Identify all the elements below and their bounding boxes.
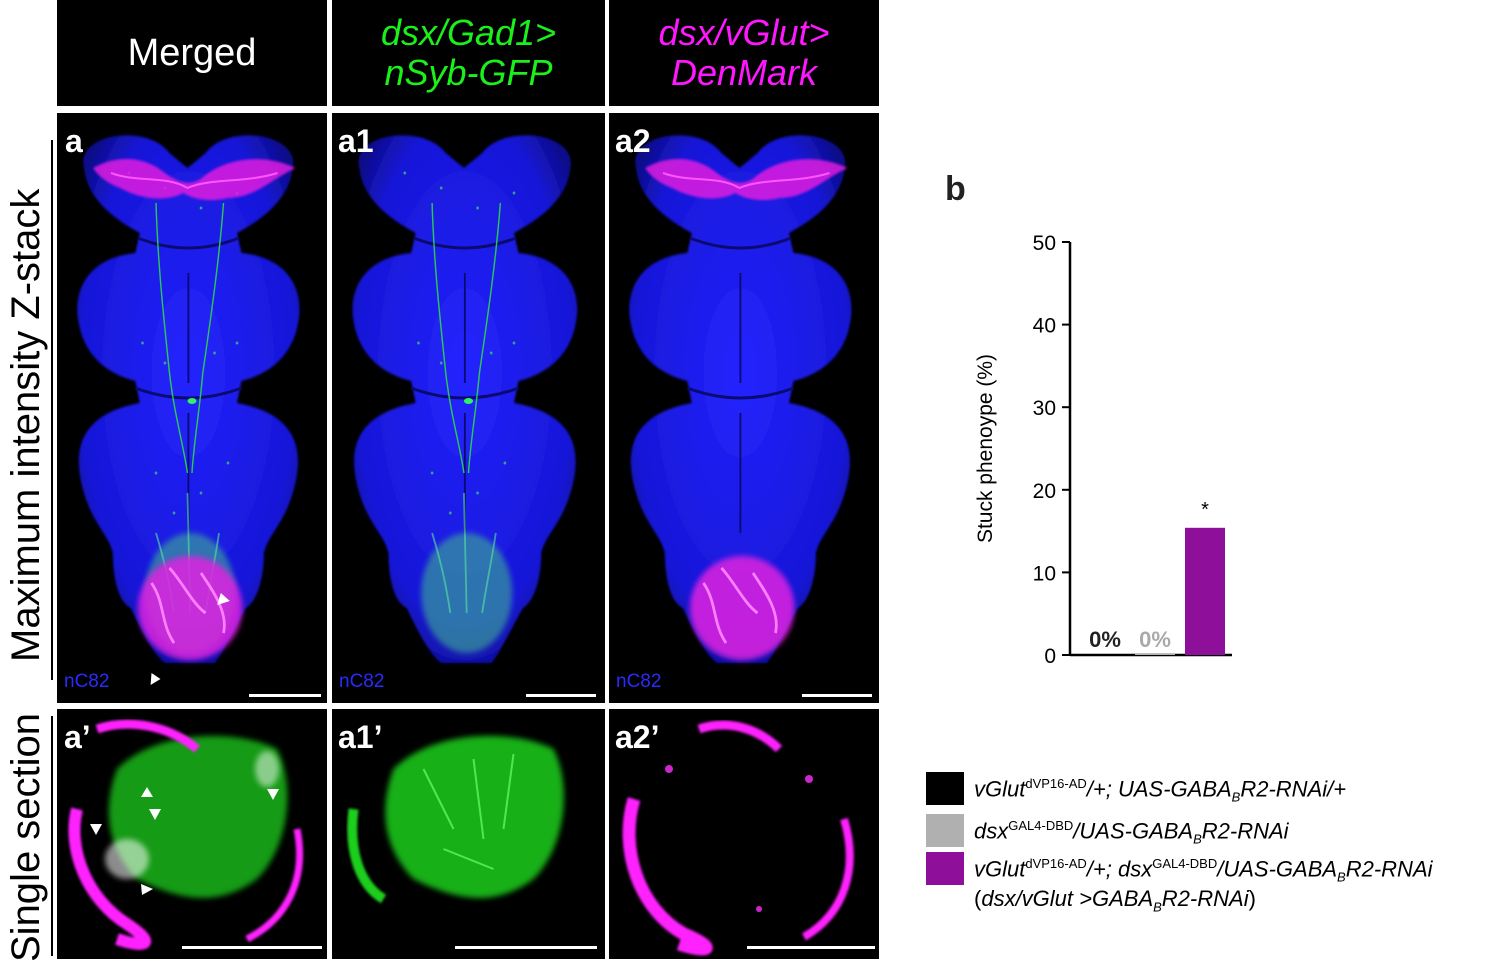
legend-text-part: R2-RNAi xyxy=(1345,856,1433,882)
scale-bar-a xyxy=(249,694,321,697)
legend-text-part: GAL4-DBD xyxy=(1152,856,1218,871)
legend-text-part: B xyxy=(1231,789,1241,805)
panel-a-merged-zstack: a nC82 xyxy=(57,113,327,703)
vnc-image-denmark xyxy=(609,113,879,703)
column-header-denmark-line1: dsx/vGlut> xyxy=(658,12,830,54)
scale-bar-a2 xyxy=(802,694,872,697)
legend-text-part: /UAS-GABA xyxy=(1073,818,1194,844)
panel-label-a-prime: a’ xyxy=(64,719,91,755)
row-label-z-stack: Maximum intensity Z-stack xyxy=(4,188,48,662)
y-tick-label: 0 xyxy=(1044,645,1056,668)
stain-label-a1: nC82 xyxy=(339,671,385,692)
scale-bar-a1-prime xyxy=(455,946,597,949)
legend-text-part: dVP16-AD xyxy=(1025,776,1087,791)
row-label-single-section: Single section xyxy=(4,712,48,962)
legend-text-part: dsx xyxy=(974,818,1009,844)
legend-entry-text: vGlutdVP16-AD/+; dsxGAL4-DBD/UAS-GABABR2… xyxy=(974,856,1433,885)
row-divider-z-stack xyxy=(51,140,53,680)
column-header-denmark: dsx/vGlut> DenMark xyxy=(609,0,879,106)
y-tick-label: 40 xyxy=(1033,315,1056,338)
bar-value-label: 0% xyxy=(1089,627,1121,652)
legend-entry-text: vGlutdVP16-AD/+; UAS-GABABR2-RNAi/+ xyxy=(974,776,1346,805)
section-image-merged xyxy=(68,719,304,950)
section-image-denmark xyxy=(622,720,854,956)
legend-swatch xyxy=(926,772,964,805)
column-header-denmark-line2: DenMark xyxy=(670,52,818,93)
significance-marker: * xyxy=(1201,499,1209,521)
legend-swatch xyxy=(926,814,964,847)
scale-bar-a1 xyxy=(526,694,596,697)
row-divider-single-section xyxy=(51,716,53,956)
panel-a2-prime-denmark-section: a2’ xyxy=(609,709,879,959)
legend-note: (dsx/vGlut >GABABR2-RNAi) xyxy=(974,886,1256,914)
bar-value-label: 0% xyxy=(1139,627,1171,652)
column-header-gfp-line2: nSyb-GFP xyxy=(384,52,553,93)
legend-note-part: ) xyxy=(1248,886,1256,911)
vnc-image-gfp xyxy=(332,113,605,703)
panel-a2-denmark-zstack: a2 nC82 xyxy=(609,113,879,703)
column-header-gfp-line1: dsx/Gad1> xyxy=(380,12,557,54)
bar xyxy=(1185,527,1225,655)
panel-label-a1-prime: a1’ xyxy=(338,719,383,755)
panel-label-b: b xyxy=(945,170,966,208)
bar xyxy=(1085,654,1125,655)
bar xyxy=(1135,654,1175,655)
legend-note-part: ( xyxy=(974,886,982,911)
legend-text-part: vGlut xyxy=(974,856,1026,882)
legend-note-part: B xyxy=(1153,899,1162,915)
panel-a-prime-merged-section: a’ xyxy=(57,709,327,959)
column-header-gfp: dsx/Gad1> nSyb-GFP xyxy=(332,0,605,106)
legend-text-part: GAL4-DBD xyxy=(1008,818,1074,833)
legend-note-part: R2-RNAi xyxy=(1161,886,1249,911)
legend-entry-text: dsxGAL4-DBD/UAS-GABABR2-RNAi xyxy=(974,818,1289,847)
legend-text-part: B xyxy=(1337,869,1346,885)
bar-chart-stuck-phenotype: 0 10 20 30 40 50 Stuck phenoype (%) 0% 0% * xyxy=(974,232,1232,668)
y-axis-label: Stuck phenoype (%) xyxy=(974,354,997,543)
panel-a1-prime-gfp-section: a1’ xyxy=(332,709,605,959)
column-header-merged-text: Merged xyxy=(127,31,257,74)
legend-text-part: dVP16-AD xyxy=(1025,856,1087,871)
legend-text-part: /+; UAS-GABA xyxy=(1086,776,1232,802)
y-tick-label: 50 xyxy=(1033,232,1056,255)
chart-bars: 0% 0% * xyxy=(1085,499,1225,655)
legend-text-part: /UAS-GABA xyxy=(1217,856,1338,882)
stain-label-a: nC82 xyxy=(64,671,110,692)
legend-text-part: /+; dsx xyxy=(1086,856,1153,882)
legend-swatch xyxy=(926,852,964,885)
scale-bar-a-prime xyxy=(182,946,322,949)
legend-text-part: R2-RNAi xyxy=(1201,818,1289,844)
vnc-image-merged xyxy=(57,113,327,685)
stain-label-a2: nC82 xyxy=(616,671,662,692)
panel-label-a2: a2 xyxy=(615,123,651,159)
y-tick-label: 10 xyxy=(1033,562,1056,585)
y-tick-label: 20 xyxy=(1033,480,1056,503)
legend-text-part: B xyxy=(1193,831,1202,847)
panel-label-a1: a1 xyxy=(338,123,374,159)
legend-text-part: R2-RNAi/+ xyxy=(1240,776,1347,802)
panel-a1-gfp-zstack: a1 nC82 xyxy=(332,113,605,703)
column-header-merged: Merged xyxy=(57,0,327,106)
panel-label-a: a xyxy=(65,123,83,159)
legend-text-part: vGlut xyxy=(974,776,1026,802)
section-image-gfp xyxy=(347,735,564,904)
panel-label-a2-prime: a2’ xyxy=(615,719,660,755)
y-tick-label: 30 xyxy=(1033,397,1056,420)
scale-bar-a2-prime xyxy=(747,946,875,949)
legend-note-part: dsx/vGlut >GABA xyxy=(981,886,1154,911)
